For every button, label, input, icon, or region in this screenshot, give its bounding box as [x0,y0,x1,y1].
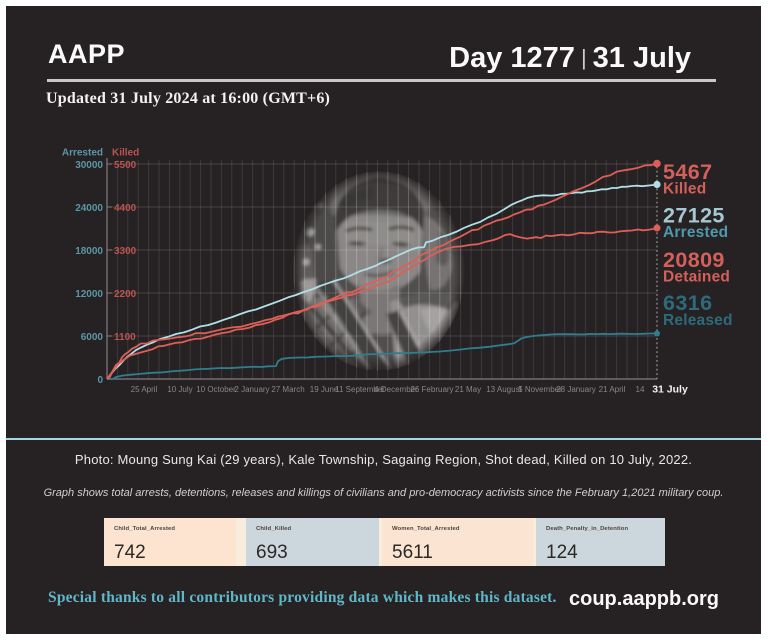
svg-text:2200: 2200 [114,289,137,300]
svg-text:27 March: 27 March [271,385,304,394]
svg-text:Detained: Detained [663,269,730,286]
svg-text:20809: 20809 [663,248,725,272]
svg-text:27125: 27125 [663,204,725,228]
svg-text:1100: 1100 [114,332,136,343]
svg-text:10 July: 10 July [167,385,192,394]
svg-text:14: 14 [636,385,645,394]
svg-text:6316: 6316 [663,291,712,315]
svg-text:11 September: 11 September [335,385,385,394]
svg-text:4400: 4400 [114,203,137,214]
svg-text:Arrested: Arrested [663,224,728,241]
svg-text:21 May: 21 May [455,385,481,394]
svg-text:0: 0 [97,375,103,386]
svg-text:12000: 12000 [75,289,103,300]
svg-text:19 June: 19 June [310,385,339,394]
svg-text:4 December: 4 December [374,385,418,394]
svg-text:28 January: 28 January [556,385,596,394]
svg-text:Arrested: Arrested [62,148,103,159]
svg-text:2 January: 2 January [234,385,269,394]
svg-text:5467: 5467 [663,160,712,184]
svg-text:6000: 6000 [81,332,104,343]
svg-text:10 October: 10 October [196,385,236,394]
svg-text:Killed: Killed [663,181,706,198]
svg-text:26 February: 26 February [410,385,453,394]
svg-text:18000: 18000 [75,246,103,257]
svg-text:30000: 30000 [75,160,103,171]
svg-text:13 August: 13 August [486,385,522,394]
svg-text:5500: 5500 [114,160,137,171]
svg-text:31 July: 31 July [652,384,688,396]
svg-text:Killed: Killed [112,148,139,159]
svg-text:5 November: 5 November [518,385,562,394]
svg-text:3300: 3300 [114,246,137,257]
svg-text:Released: Released [663,312,733,329]
svg-text:21 April: 21 April [599,385,626,394]
svg-text:25 April: 25 April [131,385,158,394]
svg-text:24000: 24000 [75,203,103,214]
